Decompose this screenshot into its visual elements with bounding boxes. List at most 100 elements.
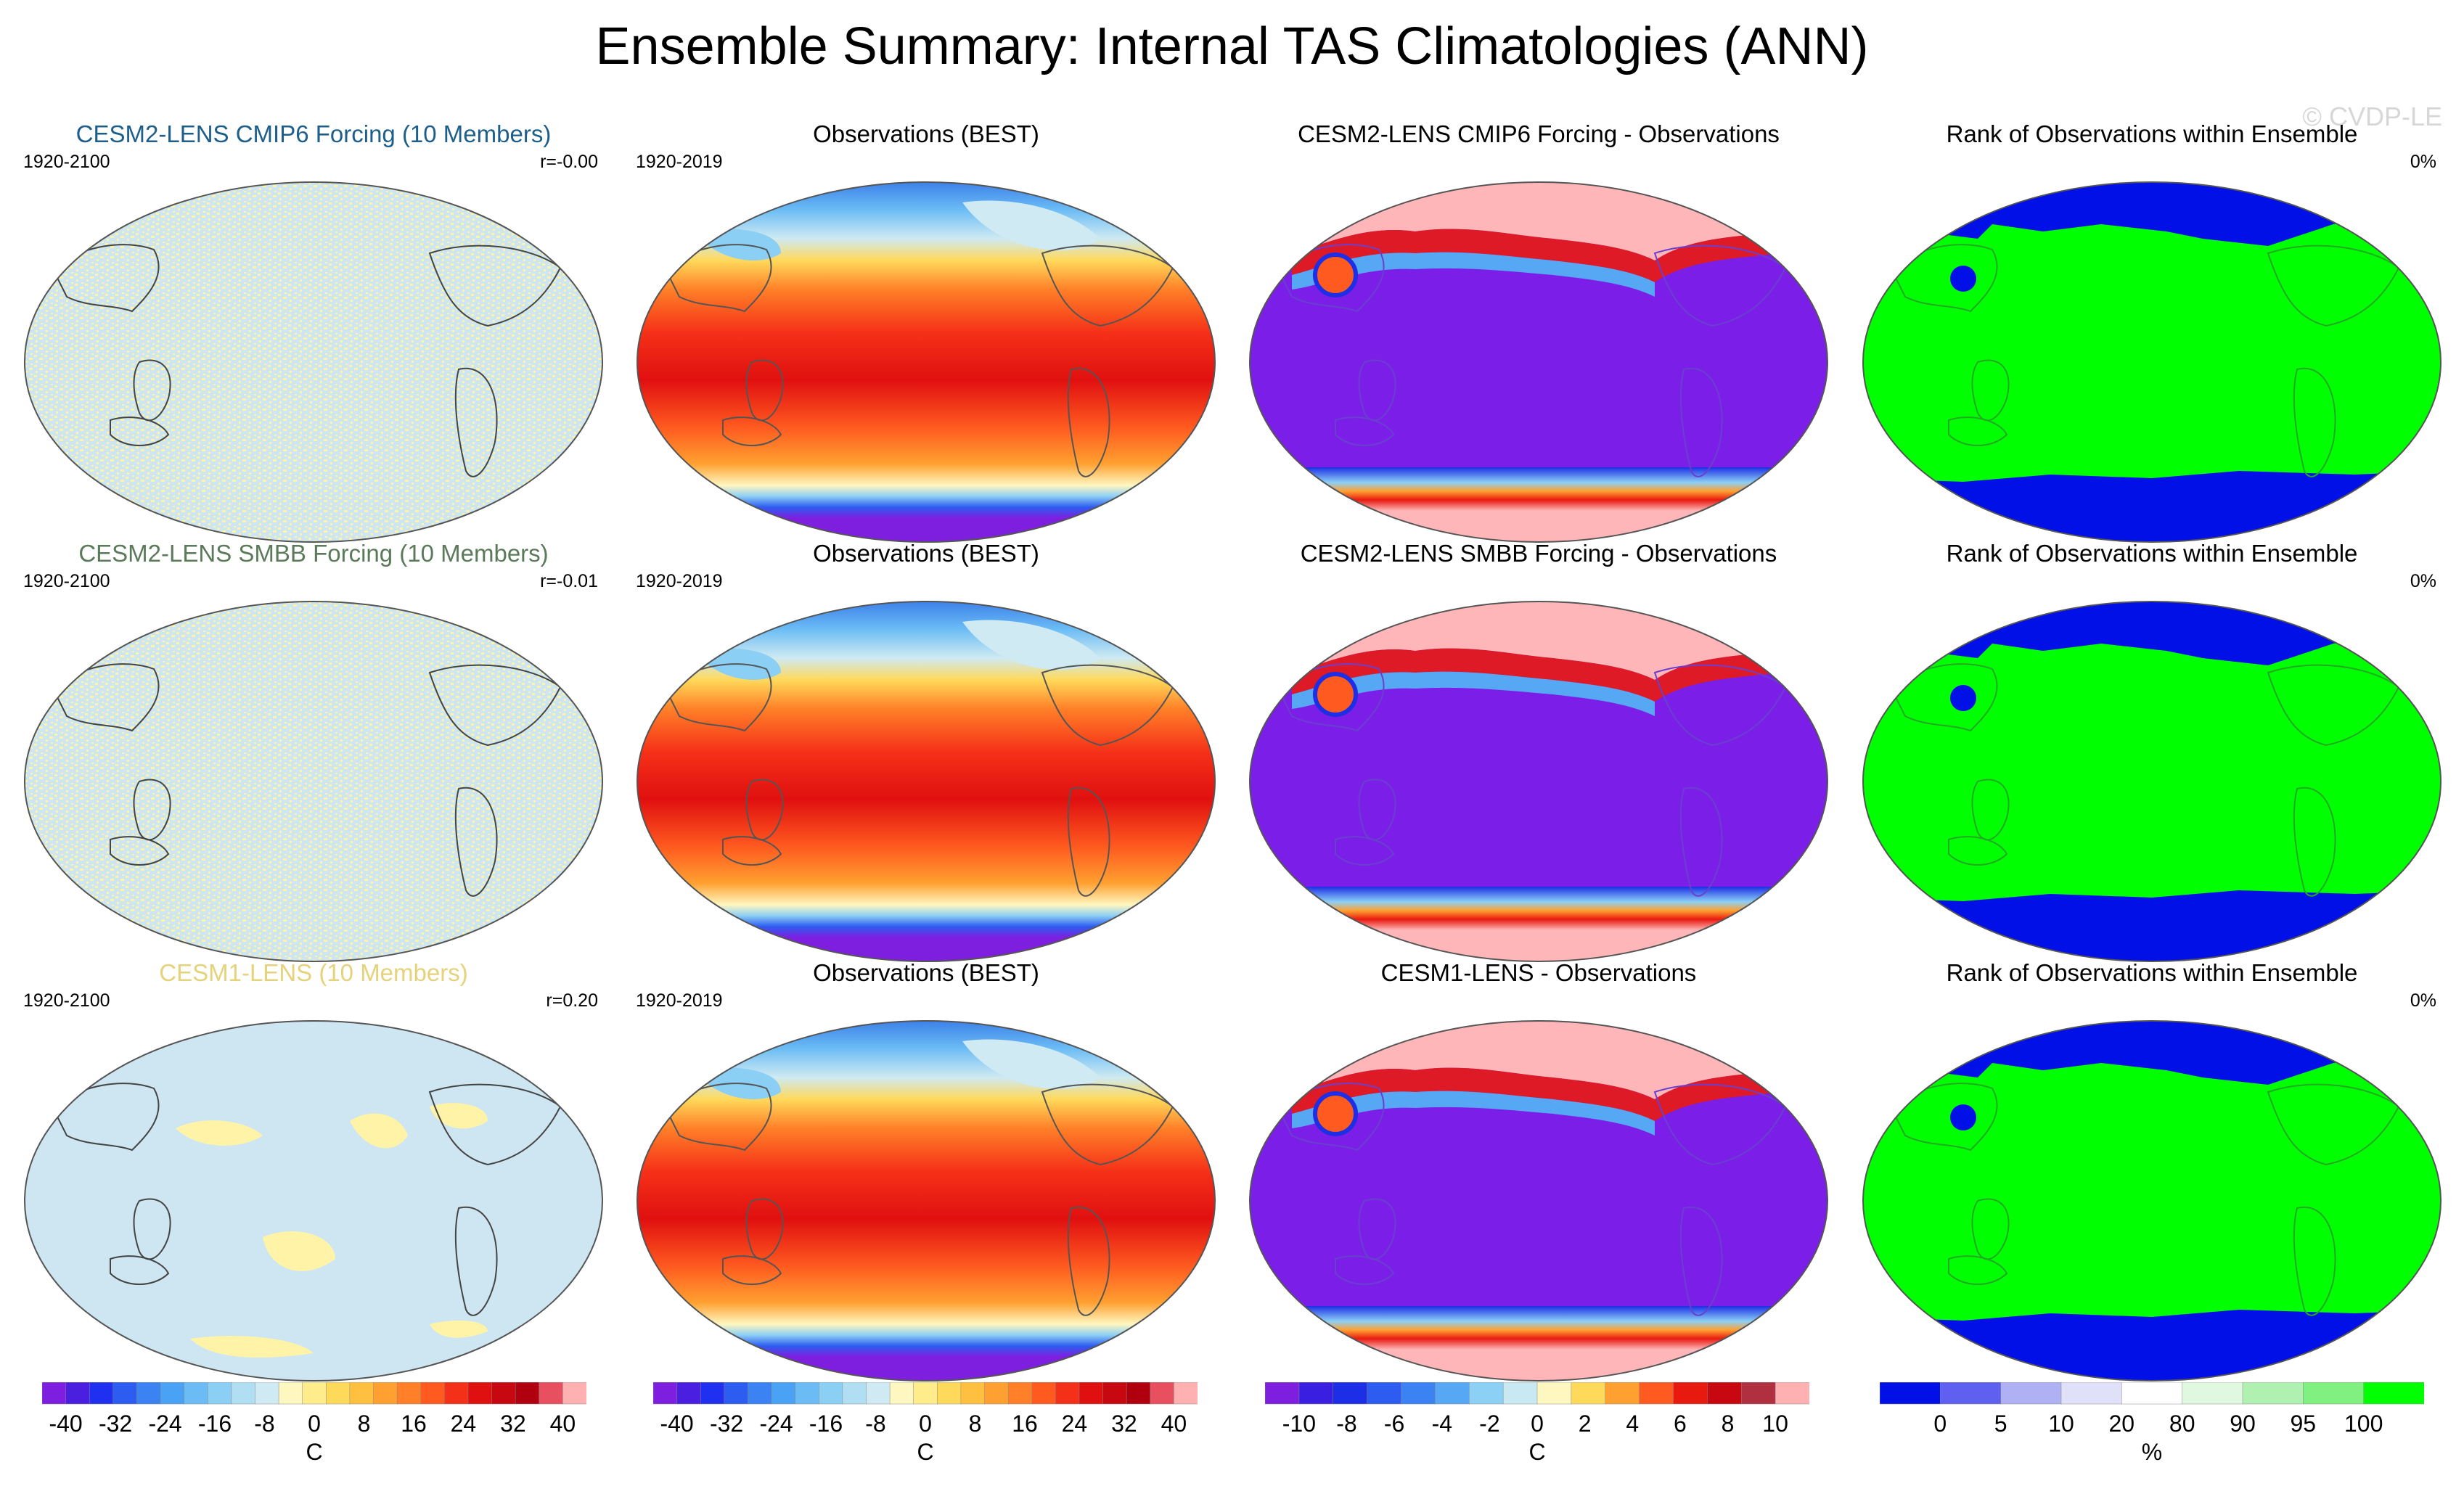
coastline-3 — [1067, 787, 1110, 897]
coastline-1 — [1358, 1198, 1396, 1260]
colorbar-swatch — [2242, 1382, 2304, 1405]
north-transition-band — [1292, 1091, 1655, 1136]
colorbar-unit: % — [2141, 1439, 2163, 1465]
north-transition-band — [1292, 252, 1655, 297]
colorbar-tick-label: 8 — [358, 1411, 371, 1437]
colorbar-swatch — [136, 1382, 161, 1405]
colorbar-unit: C — [306, 1439, 323, 1465]
colorbar-tick-label: 10 — [1762, 1411, 1788, 1437]
panel-ensemble-row2: CESM2-LENS SMBB Forcing (10 Members) 1920… — [16, 539, 611, 962]
tas-colorbar-2: -40 -32 -24 -16 -8 0 8 16 24 32 40 C — [653, 1382, 1205, 1484]
coastline-0 — [51, 1083, 160, 1152]
map-border — [24, 601, 603, 962]
colorbar-swatch — [1536, 1382, 1572, 1405]
colorbar-swatch — [1102, 1382, 1127, 1405]
north-transition-band — [1292, 671, 1655, 716]
coastline-2 — [1041, 1083, 1174, 1166]
map-obs — [637, 181, 1216, 543]
warm-anomaly-1 — [350, 1113, 408, 1149]
coastline-4 — [110, 416, 170, 446]
panel-title: CESM2-LENS SMBB Forcing (10 Members) — [78, 540, 549, 567]
colorbar-swatch — [231, 1382, 256, 1405]
colorbar-strip: -10 -8 -6 -4 -2 0 2 4 6 8 10 — [1265, 1382, 1809, 1437]
warm-anomaly-3 — [263, 1231, 335, 1271]
coastline-2 — [2267, 1083, 2400, 1166]
coastline-2 — [428, 664, 562, 747]
map-border — [24, 1020, 603, 1382]
colorbar-swatch — [302, 1382, 327, 1405]
colorbar-swatch — [1880, 1382, 1941, 1405]
colorbar-swatch — [2303, 1382, 2365, 1405]
coastline-3 — [2293, 367, 2336, 477]
panel-title: Observations (BEST) — [813, 959, 1039, 986]
colorbar-swatch — [112, 1382, 138, 1405]
coastline-2 — [428, 1083, 562, 1166]
colorbar-tick-label: -32 — [710, 1411, 743, 1437]
coastline-1 — [1971, 779, 2010, 841]
colorbar-swatch — [1031, 1382, 1057, 1405]
colorbar-tick-label: 8 — [1722, 1411, 1735, 1437]
greenland-anomaly — [1313, 672, 1358, 717]
colorbar-swatch — [1639, 1382, 1674, 1405]
panel-title: Rank of Observations within Ensemble — [1946, 120, 2358, 147]
coastline-2 — [1653, 1083, 1787, 1166]
tas-colorbar-1: -40 -32 -24 -16 -8 0 8 16 24 32 40 C — [42, 1382, 594, 1484]
map-diff — [1249, 1020, 1828, 1382]
colorbar-swatch — [491, 1382, 516, 1405]
colorbar-swatch — [1126, 1382, 1151, 1405]
coastline-0 — [1889, 663, 1998, 732]
colorbar-tick-label: -8 — [1336, 1411, 1356, 1437]
colorbar-swatch — [42, 1382, 67, 1405]
colorbar-tick-label: 4 — [1626, 1411, 1639, 1437]
warm-anomaly-2 — [430, 1103, 488, 1129]
rank-low-greenland — [1950, 1104, 1976, 1130]
coastline-4 — [1948, 1255, 2008, 1285]
greenland-anomaly — [1313, 1091, 1358, 1136]
colorbar-swatch — [1469, 1382, 1504, 1405]
colorbar-swatch — [1174, 1382, 1198, 1405]
colorbar-swatch — [748, 1382, 772, 1405]
colorbar-swatch — [1401, 1382, 1436, 1405]
colorbar-strip: -40 -32 -24 -16 -8 0 8 16 24 32 40 — [42, 1382, 586, 1437]
colorbar-tick-label: 95 — [2291, 1411, 2317, 1437]
warm-anomaly-4 — [190, 1336, 314, 1358]
page-title: Ensemble Summary: Internal TAS Climatolo… — [595, 17, 1869, 75]
colorbar-tick-label: 24 — [1062, 1411, 1088, 1437]
coastline-2 — [1653, 245, 1787, 327]
colorbar-swatch — [1605, 1382, 1640, 1405]
map-ensemble — [24, 181, 603, 543]
panel-title: CESM2-LENS SMBB Forcing - Observations — [1300, 540, 1777, 567]
cold-region-north — [962, 620, 1100, 670]
colorbar-tick-label: 16 — [401, 1411, 427, 1437]
colorbar-tick-label: 2 — [1579, 1411, 1592, 1437]
colorbar-tick-label: 10 — [2048, 1411, 2074, 1437]
panel-diff-row2: CESM2-LENS SMBB Forcing - Observations — [1241, 539, 1836, 962]
colorbar-tick-label: -24 — [759, 1411, 793, 1437]
coastline-3 — [454, 367, 498, 477]
rank-low-south — [1863, 1310, 2441, 1381]
warm-anomaly-0 — [176, 1120, 263, 1146]
greenland-anomaly — [1313, 253, 1358, 297]
coastline-3 — [454, 787, 498, 897]
colorbar-tick-label: 24 — [451, 1411, 477, 1437]
map-rank — [1862, 181, 2442, 543]
panel-rank-row1: Rank of Observations within Ensemble 0% — [1854, 120, 2449, 543]
colorbar-tick-label: -10 — [1282, 1411, 1316, 1437]
colorbar-swatch — [889, 1382, 914, 1405]
cold-region-north — [962, 200, 1100, 250]
coastline-0 — [1889, 1083, 1998, 1152]
coastline-2 — [2267, 664, 2400, 747]
warm-anomaly-5 — [430, 1320, 488, 1338]
colorbar-tick-label: -2 — [1479, 1411, 1499, 1437]
colorbar-swatch — [1673, 1382, 1708, 1405]
map-border — [1862, 601, 2442, 962]
coastline-3 — [1067, 1206, 1110, 1316]
panel-diff-row3: CESM1-LENS - Observations — [1241, 958, 1836, 1382]
map-rank — [1862, 601, 2442, 962]
south-gradient-band — [1250, 887, 1827, 930]
colorbar-swatch — [562, 1382, 586, 1405]
panel-title: Observations (BEST) — [813, 120, 1039, 147]
coastline-0 — [51, 663, 160, 732]
map-border — [1862, 1020, 2442, 1382]
colorbar-tick-label: 32 — [1111, 1411, 1137, 1437]
